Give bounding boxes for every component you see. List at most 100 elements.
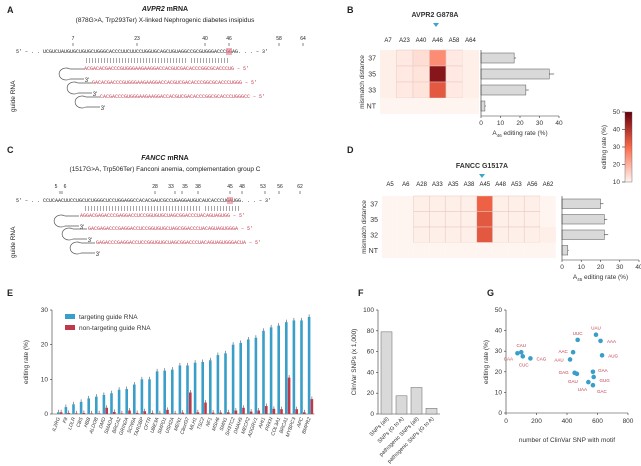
y-axis-label: editing rate (%)	[483, 340, 490, 384]
data-point	[574, 371, 580, 377]
column-label: A62	[542, 182, 554, 188]
heatmap-cell	[460, 195, 478, 212]
gene-label: MLH1	[188, 416, 198, 431]
x-tick-label: 30	[536, 120, 544, 127]
gene-label: BMPR2	[301, 416, 313, 434]
guide-rna-3: CACGACCCGUGGGAAGAAGGACCACGUCGACACCCGGCGC…	[100, 94, 266, 100]
target-triangle-icon	[479, 174, 485, 178]
x-tick-label: 200	[531, 418, 542, 425]
gene-label: USH2A	[165, 416, 177, 434]
bar-non-targeting	[227, 412, 230, 414]
heatmap-cell	[540, 211, 556, 227]
position-marker: 5	[54, 184, 58, 190]
bar-non-targeting	[105, 407, 108, 414]
heatmap-cell	[508, 226, 525, 243]
colorbar-label: editing rate (%)	[601, 125, 608, 169]
bar-targeting	[155, 371, 159, 414]
colorbar-tick-label: 10	[613, 179, 621, 186]
y-tick-label: 0	[498, 410, 502, 417]
gene-label: SMN1	[219, 416, 229, 431]
bar-targeting	[269, 327, 273, 414]
data-point	[515, 350, 520, 356]
bar-targeting	[209, 360, 212, 414]
position-marker: 33	[168, 184, 174, 190]
bar-targeting	[140, 379, 144, 414]
point-label: GUG	[600, 378, 611, 383]
bar-targeting	[171, 369, 174, 414]
bar-non-targeting	[242, 407, 245, 414]
heatmap-cell	[508, 242, 525, 258]
data-point	[570, 349, 576, 355]
panel-label-d: D	[347, 145, 354, 155]
bar-targeting	[133, 384, 136, 414]
column-label: A40	[415, 38, 427, 44]
gene-label: CBS	[76, 416, 85, 428]
heatmap-cell	[461, 242, 477, 258]
gene-label: HBB	[83, 416, 92, 428]
bar-targeting	[247, 339, 250, 414]
base-pairing-a: |||||||||||||||||||||||||||||||||| |||||…	[85, 58, 230, 64]
bar-targeting	[254, 337, 258, 414]
x-axis-label: A45 editing rate (%)	[573, 274, 628, 282]
point-label: GAG	[559, 370, 570, 375]
bar-targeting	[117, 389, 121, 414]
heatmap-cell	[413, 98, 430, 114]
three-prime-label: 3'	[85, 78, 89, 84]
point-label: UAA	[578, 387, 587, 392]
bar	[395, 395, 408, 415]
position-marker: 45	[227, 184, 233, 190]
panel-label-a: A	[7, 5, 14, 15]
x-tick-label: 0	[504, 418, 508, 425]
bar-targeting	[178, 365, 182, 414]
x-tick-label: 0	[560, 264, 564, 271]
point-label: AAC	[558, 349, 568, 354]
gene-label: BRCA1	[279, 416, 290, 434]
point-label: AUG	[608, 353, 618, 358]
column-label: A46	[432, 38, 443, 44]
gene-label: LDLR	[67, 416, 77, 430]
panel-a-title: AVPR2 mRNA	[142, 6, 188, 13]
x-tick-label: 400	[562, 418, 573, 425]
x-axis-label: A46 editing rate (%)	[492, 130, 547, 138]
bar-non-targeting	[280, 409, 283, 414]
bar-targeting	[110, 393, 113, 414]
data-point	[590, 369, 596, 375]
legend-label: targeting guide RNA	[79, 314, 138, 321]
three-prime-label: 3'	[93, 92, 97, 98]
gene-label: UBE3A	[149, 416, 160, 434]
guide-rna-3: GAGACCCGAGGACCUCCGGUGUGCUAGCGGACCCUACAGU…	[96, 240, 262, 246]
guide-rna-1: AGGACGAGACCCGAGGACCUCCGGUGUGCUAGCGGACCCU…	[80, 213, 246, 219]
bar-targeting	[186, 365, 189, 414]
heatmap-cell	[492, 242, 509, 258]
bar-non-targeting	[287, 377, 291, 414]
row-label: 33	[368, 88, 376, 95]
point-label: UUC	[573, 331, 583, 336]
heatmap-cell	[523, 226, 541, 243]
bar-non-targeting	[265, 406, 268, 414]
column-label: A53	[511, 182, 522, 188]
gene-label: IL2RG	[51, 417, 62, 433]
heatmap-cell	[508, 195, 525, 212]
heatmap-cell	[492, 195, 509, 212]
y-tick-label: 20	[495, 369, 503, 376]
position-marker: 53	[260, 184, 266, 190]
bar-non-targeting	[219, 412, 222, 414]
legend-swatch	[65, 325, 75, 330]
legend-swatch	[65, 314, 75, 319]
column-label: A48	[495, 182, 506, 188]
panel-label-e: E	[7, 288, 14, 298]
bar-targeting	[292, 320, 296, 414]
panel-label-f: F	[358, 288, 364, 298]
point-label: CAA	[504, 356, 513, 361]
gene-label: PRKN	[264, 416, 275, 431]
heatmap-cell	[412, 65, 430, 83]
bar	[561, 245, 569, 256]
legend-label: non-targeting guide RNA	[79, 325, 151, 332]
position-marker: 58	[276, 36, 282, 42]
bar-targeting	[87, 398, 90, 414]
y-axis-label: ClinVar SNPs (x 1,000)	[351, 329, 358, 396]
bar-non-targeting	[181, 412, 184, 414]
gene-label: MSH6	[211, 416, 221, 431]
bar-non-targeting	[272, 408, 276, 414]
point-label: CAU	[516, 343, 526, 348]
